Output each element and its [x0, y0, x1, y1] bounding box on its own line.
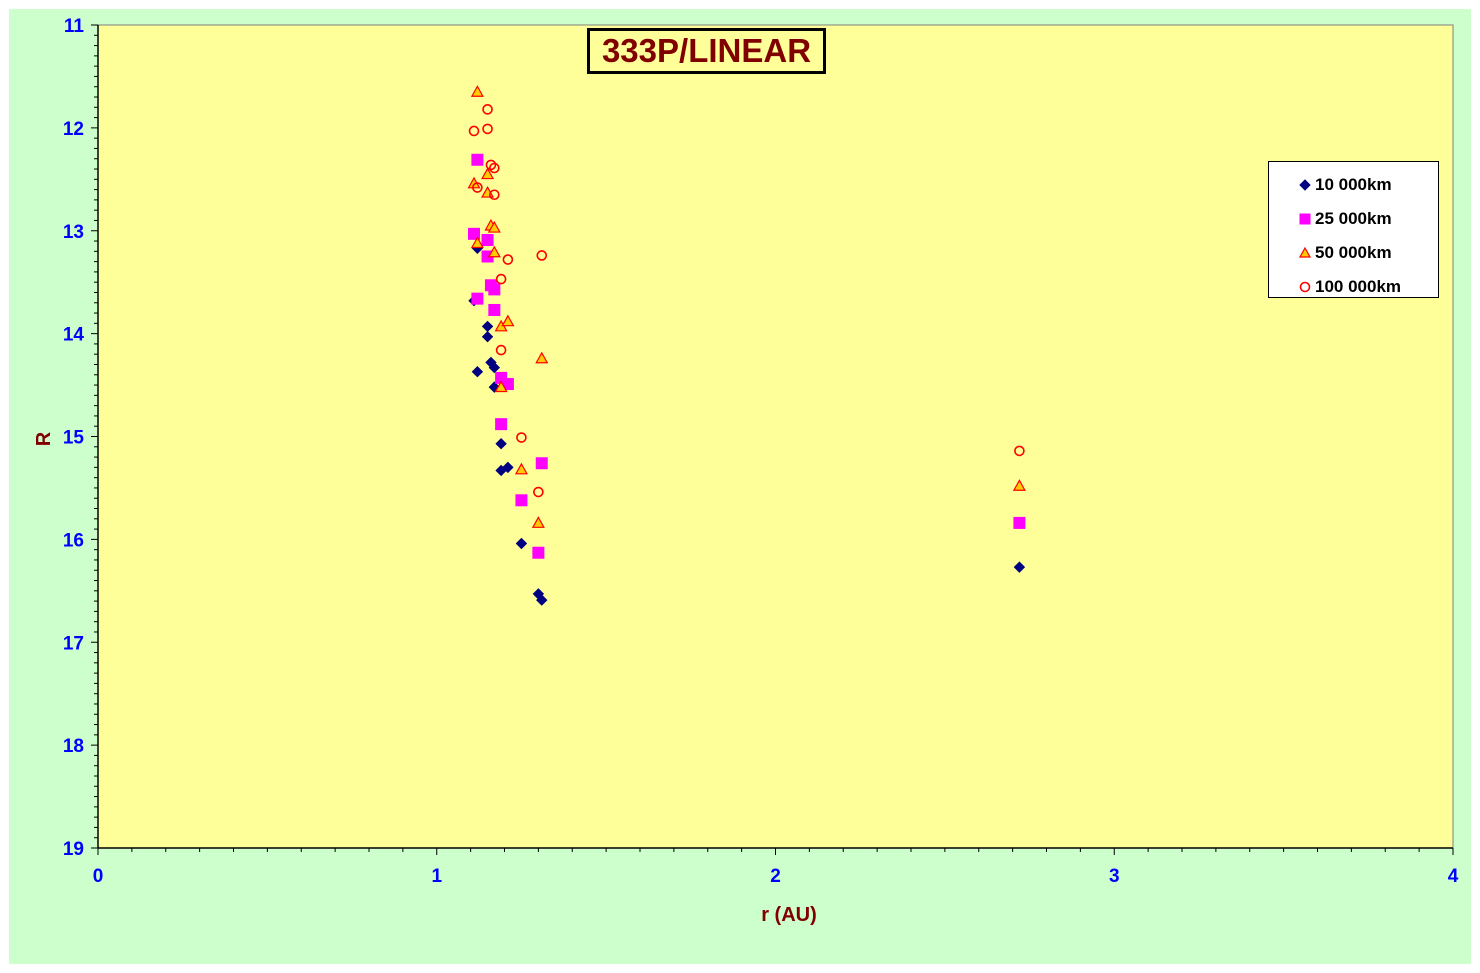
data-point [515, 494, 528, 507]
legend-marker-shape [1299, 213, 1311, 225]
legend-marker-svg [1299, 281, 1311, 293]
data-point [501, 378, 514, 391]
data-point [488, 361, 501, 374]
data-point [488, 283, 501, 296]
legend-marker-svg [1299, 179, 1311, 191]
data-point [495, 437, 507, 450]
data-point [488, 303, 501, 316]
y-tick-label: 15 [63, 428, 85, 449]
y-tick-label: 18 [63, 736, 84, 757]
data-point [532, 546, 545, 559]
y-tick-label: 16 [63, 530, 84, 551]
data-point [487, 245, 501, 258]
legend-entry: 100 000km [1269, 270, 1438, 304]
series-triangle [467, 85, 1026, 528]
y-tick-label: 17 [63, 633, 84, 654]
x-axis-title: r (AU) [761, 904, 817, 926]
data-point [502, 254, 514, 265]
legend-entry: 25 000km [1269, 202, 1438, 236]
legend-marker-svg [1298, 246, 1312, 258]
legend-marker [1297, 177, 1313, 193]
data-point [495, 418, 508, 431]
data-point [482, 123, 493, 135]
series-square [468, 153, 1026, 559]
data-point [1013, 516, 1026, 529]
data-point [1012, 479, 1026, 491]
data-point [535, 457, 548, 470]
y-axis-title: R [33, 431, 55, 446]
chart-area: 11 12 13 14 15 16 17 18 19 0 1 2 3 4 r (AU) R 333P/LI… [9, 9, 1471, 964]
data-point [489, 189, 500, 201]
legend-label: 10 000km [1315, 175, 1392, 194]
data-point [514, 462, 528, 475]
data-point [495, 273, 507, 285]
x-tick-label: 4 [1448, 866, 1459, 887]
series-diamond [468, 242, 1026, 606]
data-point [502, 461, 514, 474]
data-point [501, 314, 515, 327]
data-point [495, 344, 507, 356]
data-point [489, 162, 500, 174]
legend-marker-shape [1299, 179, 1311, 191]
data-point [470, 236, 484, 249]
data-point [481, 331, 494, 343]
data-point [468, 125, 480, 137]
legend-marker [1297, 245, 1313, 261]
legend-label: 100 000km [1315, 277, 1402, 296]
legend-marker [1297, 211, 1313, 227]
x-tick-label: 2 [770, 866, 781, 887]
legend-entry: 50 000km [1269, 236, 1438, 270]
data-point [485, 159, 497, 171]
legend-entry: 10 000km [1269, 168, 1438, 202]
data-point [536, 250, 548, 261]
data-point [470, 85, 484, 97]
x-tick-label: 1 [431, 866, 442, 887]
y-tick-label: 19 [63, 839, 84, 860]
legend: 10 000km 25 000km 50 000km 100 000km [1268, 161, 1439, 298]
data-point [1013, 561, 1026, 573]
data-point [531, 516, 545, 528]
data-point [468, 227, 481, 240]
data-point [487, 220, 501, 233]
y-tick-label: 12 [63, 119, 84, 140]
data-point [533, 486, 544, 498]
data-point [494, 380, 508, 393]
legend-marker-shape [1298, 246, 1312, 258]
chart-title: 333P/LINEAR [587, 28, 826, 74]
legend-label: 25 000km [1315, 209, 1392, 228]
data-point [515, 537, 528, 550]
series-circle [468, 104, 1025, 498]
data-point [536, 594, 548, 606]
data-point [481, 167, 495, 180]
y-tick-label: 11 [64, 16, 85, 37]
legend-marker-shape [1299, 281, 1311, 293]
data-point [471, 292, 484, 305]
data-point [516, 432, 527, 443]
data-point [1014, 445, 1025, 457]
y-tick-label: 13 [63, 222, 84, 243]
legend-label: 50 000km [1315, 243, 1392, 262]
legend-marker [1297, 279, 1313, 295]
plot-area [97, 24, 1454, 849]
legend-marker-svg [1299, 213, 1311, 225]
y-tick-label: 14 [63, 325, 85, 346]
x-tick-label: 0 [93, 866, 104, 887]
x-tick-label: 3 [1109, 866, 1120, 887]
data-point [471, 153, 484, 166]
data-point [471, 365, 484, 378]
data-point [535, 351, 549, 364]
data-point [481, 234, 494, 247]
data-point [472, 182, 483, 193]
data-point [482, 104, 493, 115]
